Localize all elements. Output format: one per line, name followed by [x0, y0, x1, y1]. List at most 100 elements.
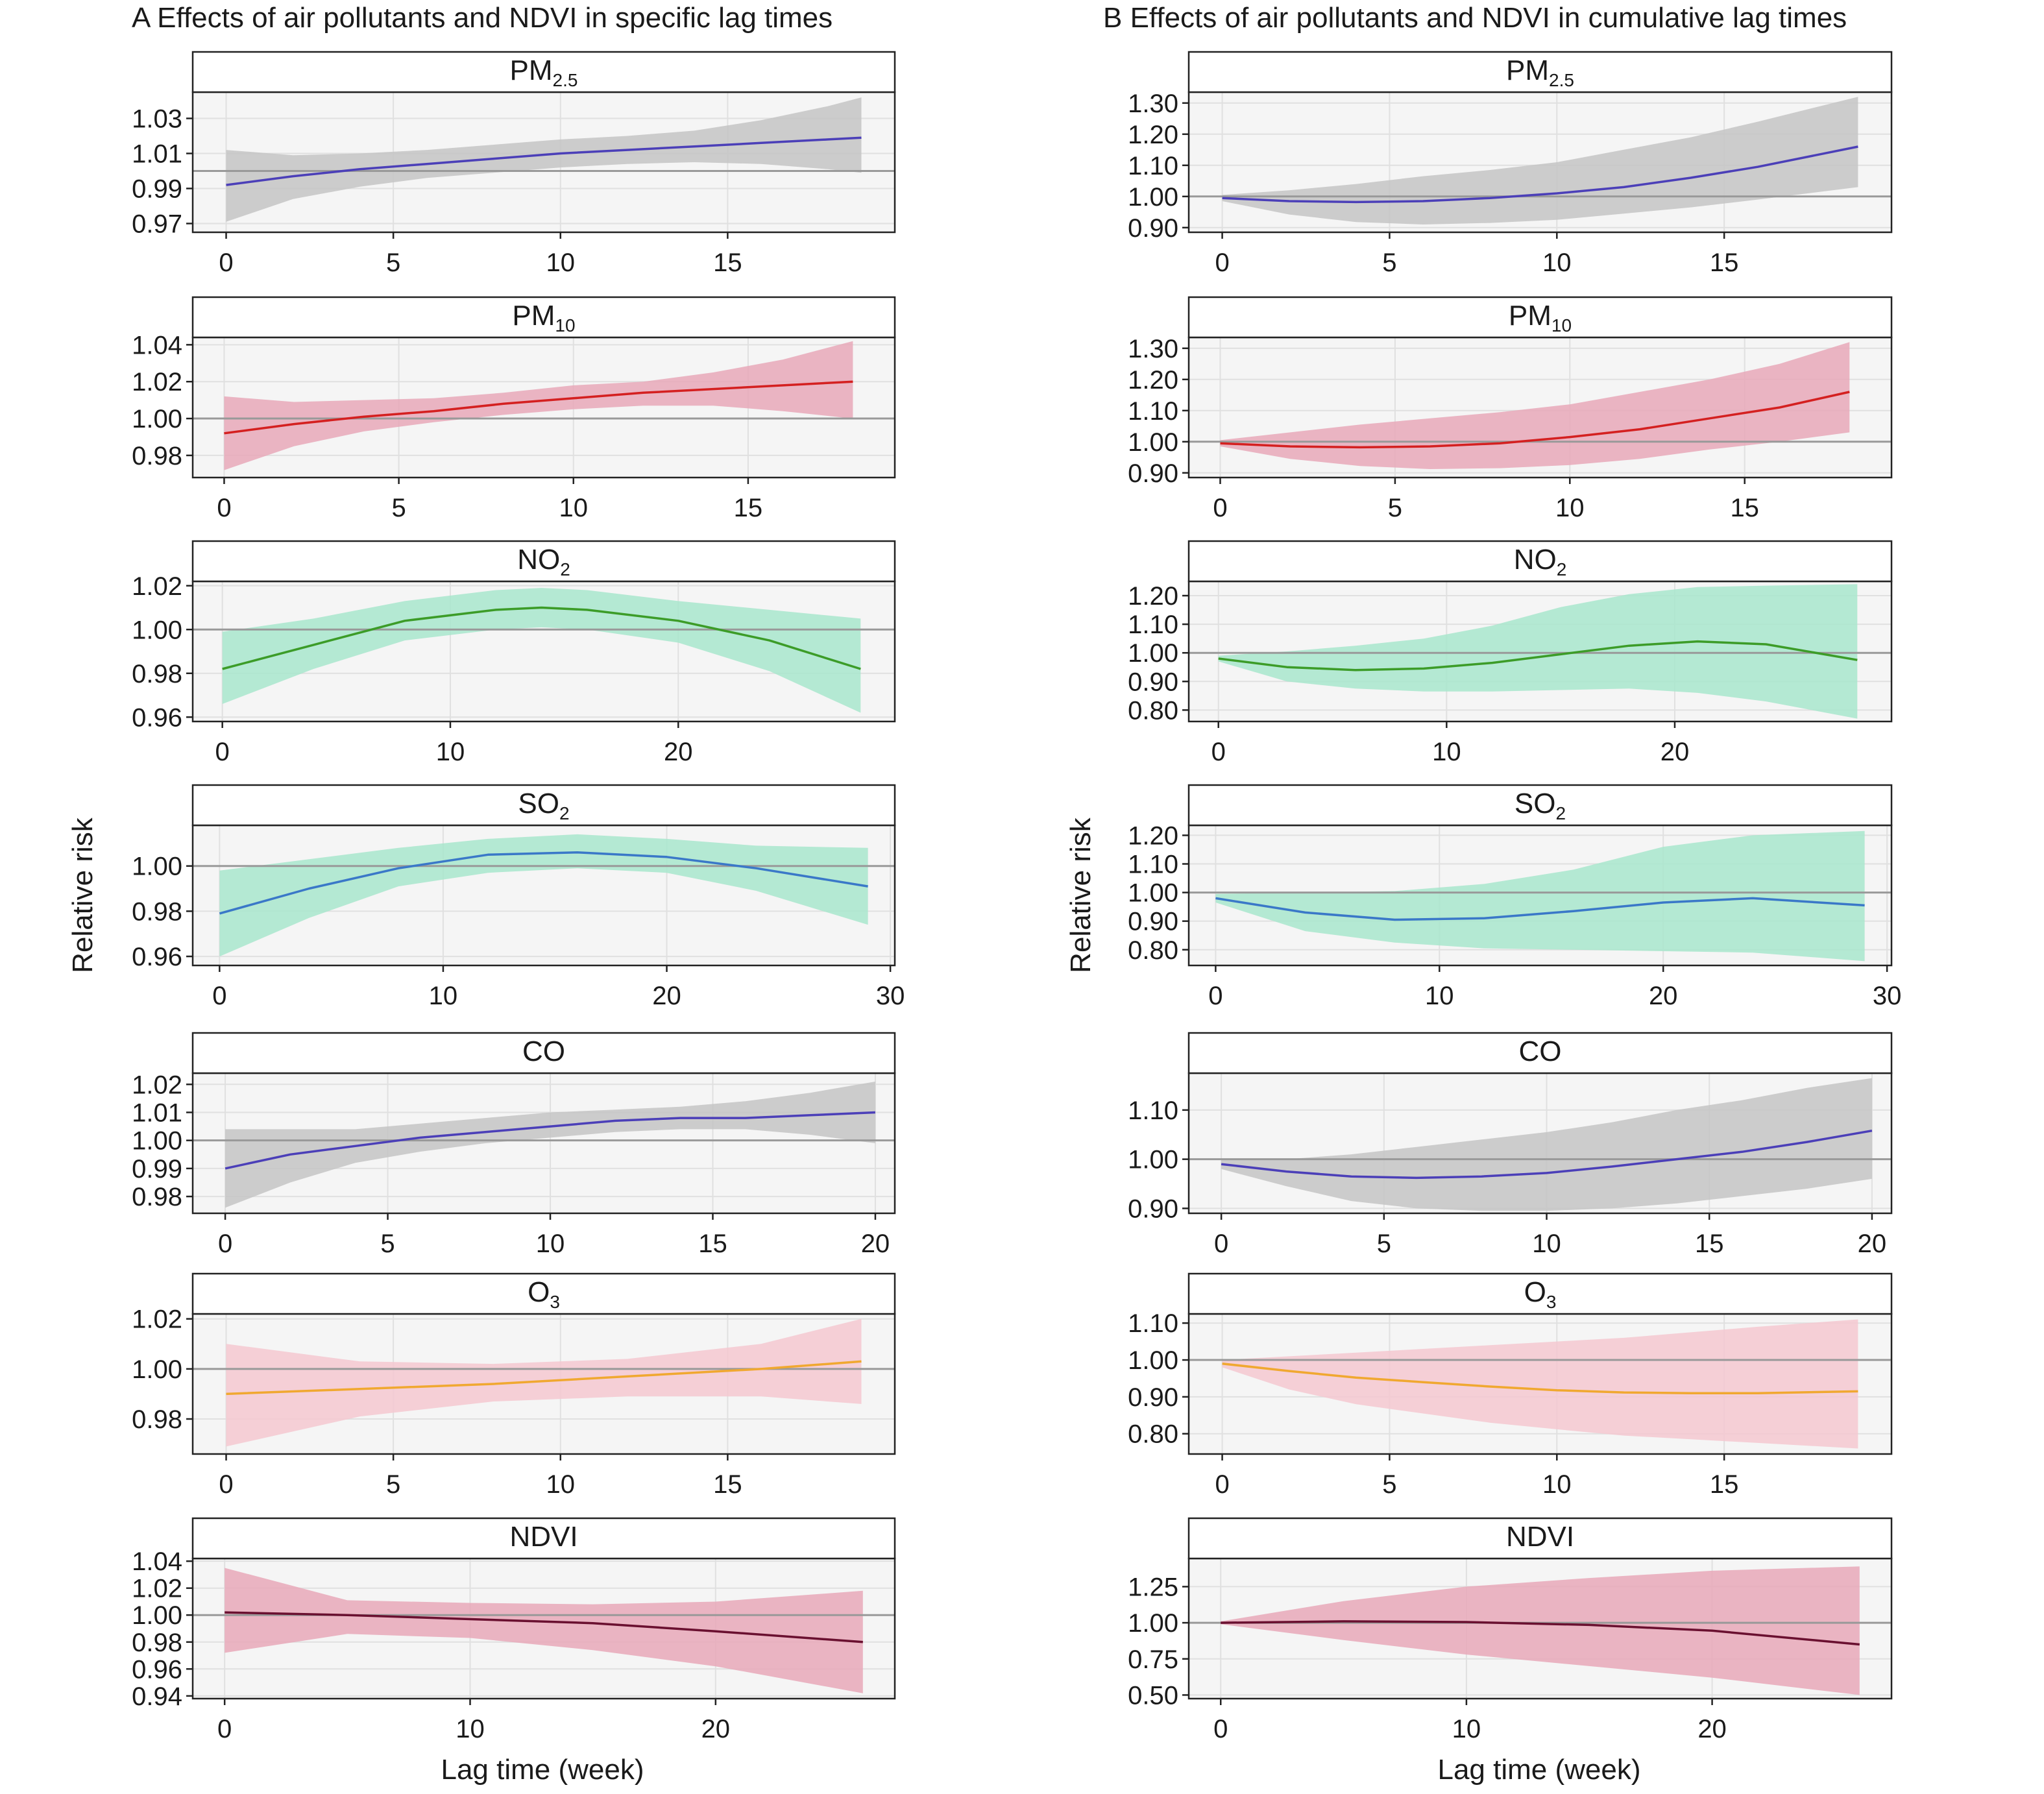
panel-a-pm25-confidence-band: [226, 97, 862, 222]
panel-a-o3-confidence-band: [226, 1318, 862, 1447]
panel-a-o3-x-tick-label: 15: [713, 1470, 742, 1499]
panel-b-co-strip-label: CO: [1519, 1036, 1562, 1067]
panel-b-o3-confidence-band: [1222, 1319, 1858, 1449]
panel-a-so2-x-tick-label: 0: [212, 982, 226, 1010]
panel-a-so2-confidence-band: [219, 834, 868, 957]
panel-a-pm25-y-tick-label: 1.03: [132, 105, 182, 134]
panel-b-o3: O3 0 5 10 15 0.80 0.90 1.00 1.10: [1128, 1272, 1893, 1499]
panel-b-pm10-x-tick-label: 0: [1213, 494, 1227, 522]
panel-a-co-confidence-band: [225, 1082, 875, 1208]
panel-b-o3-x-tick-label: 0: [1215, 1470, 1229, 1499]
panel-b-pm25-estimate-line: [1222, 145, 1858, 204]
panel-a-pm10: PM10 0 5 10 15 0.98 1.00 1.02 1.04: [132, 296, 896, 522]
panel-b-so2-x-tick-label: 20: [1649, 982, 1678, 1010]
panel-b-no2-y-tick-label: 0.90: [1128, 668, 1178, 696]
panel-a-pm25-x-tick-label: 5: [386, 248, 400, 277]
panel-a-so2-strip: [191, 784, 896, 827]
panel-b-so2-x-tick-label: 0: [1208, 982, 1223, 1010]
panel-b-co-strip: [1187, 1032, 1893, 1074]
panel-b-pm10-y-tick-label: 1.00: [1128, 428, 1178, 457]
panel-a-pm10-strip-label: PM10: [512, 300, 575, 335]
panel-b-no2-x-tick-label: 20: [1661, 738, 1690, 766]
panel-a-so2-x-tick-label: 20: [652, 982, 681, 1010]
panel-a-ndvi-x-tick-label: 10: [456, 1715, 485, 1743]
panel-a-o3-estimate-line: [226, 1360, 862, 1396]
panel-b-o3-x-tick-label: 15: [1710, 1470, 1739, 1499]
panel-a-o3-strip: [191, 1272, 896, 1315]
panel-a-no2-x-tick-label: 20: [664, 738, 693, 766]
panel-b-ndvi-x-tick-label: 0: [1213, 1715, 1228, 1743]
panel-b-ndvi-y-tick-label: 0.50: [1128, 1681, 1178, 1710]
panel-a-o3-y-tick-label: 1.00: [132, 1355, 182, 1384]
panel-a-co-x-tick-label: 15: [698, 1230, 727, 1258]
panel-b-ndvi-strip-label: NDVI: [1506, 1521, 1574, 1553]
panel-b-pm10-x-tick-label: 15: [1730, 494, 1759, 522]
panel-b-o3-y-tick-label: 0.90: [1128, 1383, 1178, 1412]
panel-a-ndvi-estimate-line: [225, 1611, 863, 1643]
panel-b-no2-strip: [1187, 540, 1893, 583]
panel-b-pm25-strip-label: PM2.5: [1506, 55, 1574, 90]
panel-a-co-x-tick-label: 0: [218, 1230, 232, 1258]
panel-a-o3: O3 0 5 10 15 0.98 1.00 1.02: [132, 1272, 896, 1499]
panel-a-ndvi-y-tick-label: 1.04: [132, 1547, 182, 1576]
panel-a-co-x-tick-label: 20: [861, 1230, 890, 1258]
panel-a-pm25: PM2.5 0 5 10 15 0.97 0.99 1.01 1.03: [132, 51, 896, 277]
panel-a-ndvi-y-tick-label: 1.02: [132, 1575, 182, 1603]
panel-a-co-x-tick-label: 10: [536, 1230, 565, 1258]
panel-a-co-y-tick-label: 1.02: [132, 1071, 182, 1099]
panel-b-co-x-tick-label: 20: [1858, 1230, 1887, 1258]
panel-b-ndvi-estimate-line: [1221, 1620, 1860, 1646]
panel-a-o3-x-tick-label: 5: [386, 1470, 400, 1499]
panel-b-pm25-strip: [1187, 51, 1893, 93]
panel-b-no2-y-tick-label: 1.10: [1128, 611, 1178, 639]
panel-a-pm25-y-tick-label: 0.97: [132, 210, 182, 239]
panel-a-co-y-tick-label: 1.01: [132, 1098, 182, 1127]
panel-b-co-y-tick-label: 1.00: [1128, 1146, 1178, 1174]
panel-a-so2-x-tick-label: 30: [876, 982, 905, 1010]
panel-a-co-strip: [191, 1032, 896, 1074]
panel-b-pm10-y-tick-label: 0.90: [1128, 459, 1178, 488]
panel-a-pm10-estimate-line: [224, 380, 853, 435]
panel-b-o3-y-tick-label: 0.80: [1128, 1420, 1178, 1449]
panel-b-pm25-x-tick-label: 15: [1710, 248, 1739, 277]
panel-b-ndvi-x-tick-label: 20: [1697, 1715, 1727, 1743]
panel-a-ndvi-x-tick-label: 0: [217, 1715, 232, 1743]
panel-b-so2: SO2 0 10 20 30 0.800.901.001.101.20: [1128, 784, 1901, 1010]
chart-panels: PM2.5 0 5 10 15 0.97 0.99 1.01 1.03 PM10 0 5 10 15 0.9…: [132, 51, 1901, 1743]
panel-a-ndvi-strip-label: NDVI: [509, 1521, 578, 1553]
panel-a-o3-x-tick-label: 10: [546, 1470, 576, 1499]
panel-a-co-strip-label: CO: [522, 1036, 565, 1067]
panel-b-no2-confidence-band: [1218, 584, 1858, 719]
panel-a-no2: NO2 0 10 20 0.96 0.98 1.00 1.02: [132, 540, 896, 766]
panel-a-ndvi-confidence-band: [225, 1568, 863, 1693]
panel-a-pm10-x-tick-label: 10: [559, 494, 589, 522]
panel-a-ndvi-strip: [191, 1517, 896, 1560]
panel-a-ndvi-y-tick-label: 0.98: [132, 1629, 182, 1657]
panel-b-no2-strip-label: NO2: [1514, 544, 1567, 579]
panel-b-co-y-tick-label: 0.90: [1128, 1194, 1178, 1223]
panel-b-pm25-x-tick-label: 10: [1542, 248, 1572, 277]
panel-a-so2-estimate-line: [219, 851, 868, 915]
column-b-y-axis-title: Relative risk: [1065, 817, 1097, 973]
panel-b-so2-y-tick-label: 1.20: [1128, 821, 1178, 850]
panel-b-o3-y-tick-label: 1.10: [1128, 1309, 1178, 1338]
panel-b-co: CO 0 5 10 15 20 0.90 1.00 1.10: [1128, 1032, 1893, 1258]
panel-b-co-x-tick-label: 15: [1695, 1230, 1724, 1258]
panel-a-pm25-x-tick-label: 0: [219, 248, 233, 277]
panel-a-no2-x-tick-label: 0: [215, 738, 230, 766]
panel-a-so2-y-tick-label: 1.00: [132, 853, 182, 881]
panel-a-no2-strip-label: NO2: [517, 544, 570, 579]
panel-a-co-y-tick-label: 0.99: [132, 1155, 182, 1183]
panel-a-pm10-x-tick-label: 15: [734, 494, 763, 522]
column-a-y-axis-title: Relative risk: [67, 817, 99, 973]
panel-b-pm10-x-tick-label: 10: [1555, 494, 1585, 522]
panel-a-co-y-tick-label: 1.00: [132, 1127, 182, 1156]
panel-a-no2-y-tick-label: 1.02: [132, 572, 182, 601]
panel-b-pm25-x-tick-label: 5: [1382, 248, 1396, 277]
column-a-x-axis-title: Lag time (week): [441, 1754, 644, 1786]
panel-a-co-estimate-line: [225, 1111, 875, 1170]
panel-b-pm25-y-tick-label: 1.10: [1128, 152, 1178, 180]
panel-b-so2-y-tick-label: 0.80: [1128, 936, 1178, 965]
panel-b-so2-y-tick-label: 0.90: [1128, 908, 1178, 936]
